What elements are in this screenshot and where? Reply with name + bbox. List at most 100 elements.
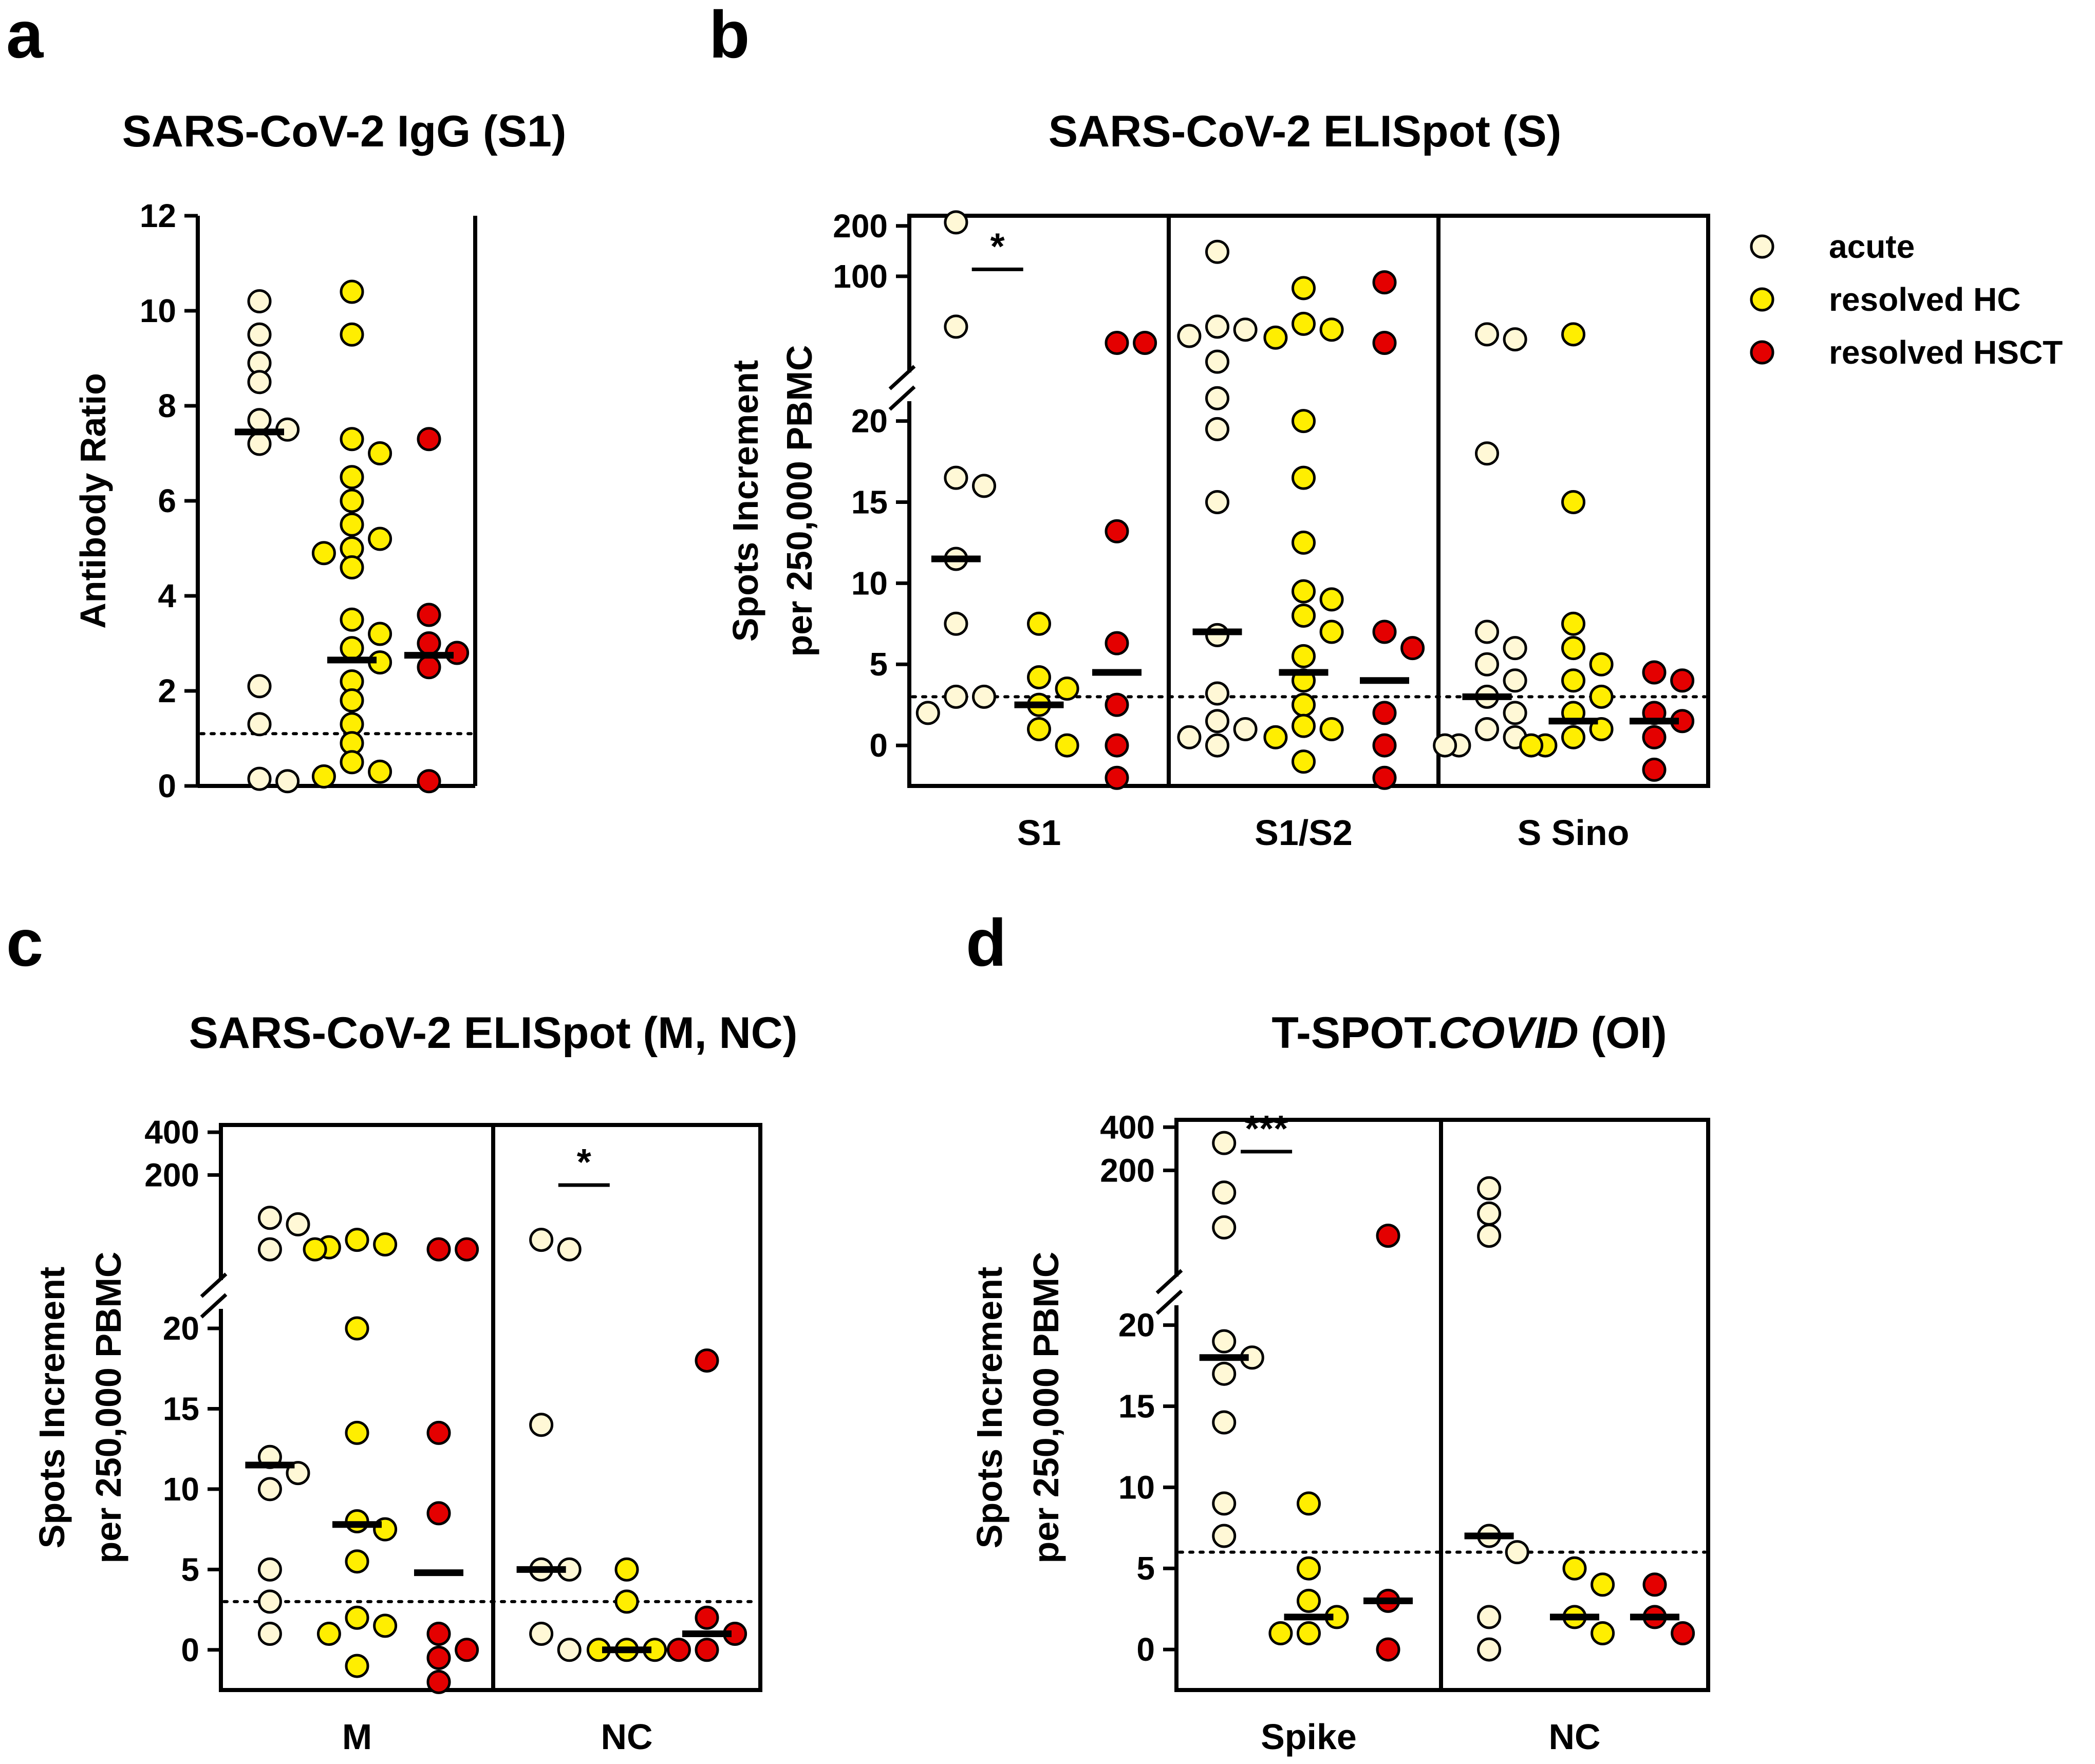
data-point-resolved_hc <box>340 512 364 537</box>
y-tick-label: 5 <box>181 1551 199 1588</box>
data-point-resolved_hc <box>373 1613 398 1638</box>
title-part: T-SPOT. <box>1271 1008 1438 1058</box>
data-point-acute <box>247 766 272 791</box>
data-point-acute <box>1212 1524 1237 1548</box>
data-point-acute <box>944 684 968 709</box>
data-point-resolved_hc <box>1292 530 1316 555</box>
data-point-resolved_hc <box>1297 1621 1321 1645</box>
legend-label: acute <box>1829 228 1915 265</box>
data-point-resolved_hc <box>1561 668 1585 693</box>
data-point-resolved_hc <box>1292 579 1316 604</box>
data-point-acute <box>1205 490 1229 514</box>
data-point-resolved_hc <box>316 1621 341 1646</box>
y-tick-label: 0 <box>181 1631 199 1668</box>
data-point-resolved_hsct <box>455 1237 479 1262</box>
data-point-resolved_hsct <box>695 1638 719 1662</box>
data-point-acute <box>247 289 272 313</box>
data-point-resolved_hc <box>1292 465 1316 490</box>
panel-letter-c: c <box>6 905 43 980</box>
data-point-acute <box>944 611 968 636</box>
panel-title-c: SARS-CoV-2 ELISpot (M, NC) <box>189 1008 798 1058</box>
data-point-resolved_hc <box>1292 409 1316 434</box>
panel-letter-b: b <box>709 0 750 72</box>
data-point-acute <box>1477 1201 1502 1226</box>
data-point-resolved_hsct <box>1670 668 1695 693</box>
data-point-resolved_hc <box>1561 322 1585 347</box>
axis-break-gap <box>894 372 925 401</box>
data-point-resolved_hsct <box>426 1420 451 1445</box>
significance-label: *** <box>1245 1109 1288 1150</box>
data-point-resolved_hc <box>368 441 392 465</box>
y-tick-label: 8 <box>158 387 176 424</box>
data-point-acute <box>557 1237 582 1262</box>
data-point-resolved_hc <box>303 1237 327 1262</box>
data-point-resolved_hsct <box>1133 331 1157 355</box>
data-point-resolved_hsct <box>1372 765 1397 790</box>
data-point-resolved_hc <box>368 622 392 646</box>
panel-title-b: SARS-CoV-2 ELISpot (S) <box>1049 107 1562 156</box>
data-point-resolved_hc <box>1561 490 1585 514</box>
legend-label: resolved HC <box>1829 281 2021 318</box>
y-tick-label: 6 <box>158 482 176 519</box>
data-point-resolved_hc <box>345 1654 369 1678</box>
axis-break-mark <box>1155 1269 1183 1294</box>
data-point-acute <box>257 1621 282 1646</box>
data-point-acute <box>529 1621 554 1646</box>
data-point-resolved_hc <box>345 1316 369 1341</box>
data-point-acute <box>1205 239 1229 264</box>
data-point-resolved_hc <box>368 759 392 784</box>
data-point-resolved_hc <box>1027 717 1051 741</box>
legend-label: resolved HSCT <box>1829 334 2063 371</box>
y-tick-label: 2 <box>158 672 176 709</box>
data-point-resolved_hc <box>1055 677 1079 701</box>
data-point-acute <box>286 1212 310 1236</box>
data-point-resolved_hc <box>1297 1556 1321 1581</box>
group-label: S1/S2 <box>1255 813 1353 853</box>
data-point-resolved_hsct <box>417 655 441 680</box>
data-point-acute <box>1212 1361 1237 1386</box>
y-axis-label: Spots Increment <box>725 360 765 642</box>
data-point-acute <box>944 314 968 339</box>
axis-break-mark <box>200 1272 228 1298</box>
data-point-resolved_hc <box>340 750 364 775</box>
data-point-resolved_hc <box>1562 1556 1587 1581</box>
y-tick-label: 5 <box>869 646 888 683</box>
y-tick-label: 10 <box>163 1471 199 1508</box>
data-point-resolved_hc <box>1297 1588 1321 1613</box>
data-point-resolved_hsct <box>417 603 441 627</box>
data-point-acute <box>1503 636 1527 661</box>
data-point-resolved_hsct <box>1376 1637 1400 1662</box>
data-point-acute <box>1477 1605 1502 1629</box>
axis-break-gap <box>1161 1277 1192 1305</box>
data-point-acute <box>1205 709 1229 734</box>
data-point-acute <box>1212 1131 1237 1155</box>
data-point-resolved_hsct <box>1105 631 1129 655</box>
y-axis-label: per 250,000 PBMC <box>779 345 819 657</box>
data-point-acute <box>247 408 272 433</box>
data-point-acute <box>247 712 272 737</box>
data-point-resolved_hc <box>1263 725 1288 749</box>
data-point-acute <box>257 1589 282 1614</box>
data-point-acute <box>1475 717 1499 741</box>
data-point-resolved_hc <box>340 607 364 632</box>
data-point-resolved_hc <box>345 1228 369 1252</box>
data-point-resolved_hc <box>340 279 364 304</box>
data-point-resolved_hsct <box>417 631 441 655</box>
y-axis-label: per 250,000 PBMC <box>88 1252 128 1564</box>
y-tick-label: 15 <box>163 1390 199 1427</box>
data-point-resolved_hsct <box>1376 1224 1400 1248</box>
data-point-resolved_hsct <box>695 1605 719 1630</box>
data-point-acute <box>1475 620 1499 644</box>
data-point-acute <box>1503 327 1527 352</box>
panel-letter-a: a <box>6 0 44 72</box>
group-label: S Sino <box>1518 813 1630 853</box>
data-point-acute <box>1477 1637 1502 1662</box>
data-point-resolved_hc <box>1561 611 1585 636</box>
y-tick-label: 10 <box>1118 1469 1155 1506</box>
data-point-acute <box>1205 314 1229 339</box>
title-part: (OI) <box>1579 1008 1667 1058</box>
y-tick-label: 200 <box>144 1156 199 1193</box>
y-axis-label: Spots Increment <box>969 1267 1009 1548</box>
data-point-resolved_hsct <box>695 1348 719 1373</box>
